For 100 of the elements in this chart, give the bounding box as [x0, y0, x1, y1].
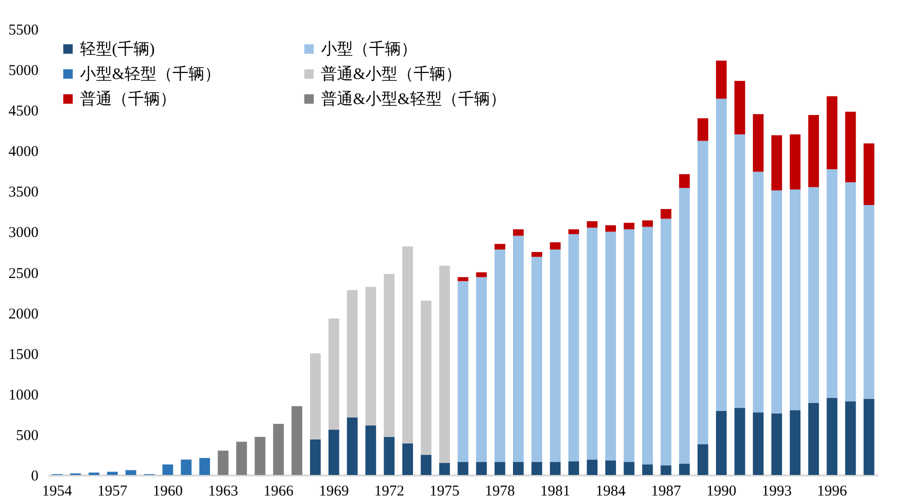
- y-tick-label: 1500: [8, 346, 38, 363]
- bar: [845, 401, 856, 475]
- bar: [752, 114, 764, 172]
- bar: [531, 256, 542, 462]
- bar: [513, 462, 524, 475]
- legend-label: 普通（千辆）: [80, 90, 176, 108]
- bar: [458, 281, 468, 462]
- bar: [679, 188, 690, 464]
- bar: [346, 290, 358, 418]
- bar: [826, 398, 838, 475]
- y-tick-label: 0: [31, 468, 38, 484]
- bar: [328, 318, 340, 430]
- bar: [624, 229, 634, 462]
- bar: [568, 461, 580, 475]
- x-tick-label: 1987: [650, 484, 682, 500]
- x-tick-label: 1984: [596, 484, 626, 500]
- x-tick-label: 1960: [152, 484, 183, 500]
- bar: [771, 413, 782, 475]
- bar: [605, 460, 616, 475]
- bar: [439, 266, 450, 463]
- bar: [790, 410, 800, 475]
- x-tick-label: 1996: [817, 484, 848, 500]
- bar: [328, 430, 340, 475]
- x-tick-label: 1966: [263, 484, 294, 500]
- bar: [698, 140, 708, 444]
- bar: [605, 232, 616, 460]
- y-tick-label: 3500: [8, 184, 38, 201]
- bar: [420, 300, 432, 455]
- bar: [771, 135, 782, 190]
- bar: [734, 80, 746, 134]
- bar: [402, 246, 413, 444]
- x-tick-label: 1990: [706, 484, 736, 500]
- bar: [365, 426, 376, 475]
- bar: [698, 444, 708, 475]
- bar: [162, 464, 174, 475]
- bar: [642, 226, 653, 464]
- bar: [642, 220, 653, 227]
- y-tick-label: 3000: [8, 225, 38, 242]
- y-tick-label: 2000: [8, 306, 38, 322]
- bar: [513, 236, 524, 462]
- bar: [180, 460, 192, 475]
- legend-label: 普通&小型&轻型（千辆）: [321, 90, 506, 108]
- bar: [716, 98, 727, 411]
- legend-label: 轻型(千辆): [80, 40, 155, 58]
- bar: [586, 221, 598, 228]
- x-tick-label: 1972: [374, 484, 404, 500]
- y-tick-label: 4500: [8, 104, 38, 120]
- bar: [494, 244, 506, 250]
- bar: [531, 252, 542, 257]
- bar: [531, 462, 542, 475]
- bar: [586, 460, 598, 475]
- bar: [310, 353, 321, 440]
- bar: [679, 464, 690, 475]
- bar: [494, 250, 506, 462]
- bar: [660, 209, 672, 219]
- bar: [384, 436, 395, 475]
- x-tick-label: 1963: [208, 484, 238, 500]
- x-tick-label: 1978: [484, 484, 515, 500]
- bar: [864, 143, 874, 205]
- bar: [402, 443, 413, 475]
- bar: [845, 112, 856, 182]
- bar: [310, 439, 321, 475]
- bar: [642, 464, 653, 475]
- bar: [384, 274, 395, 437]
- bar: [218, 450, 228, 475]
- bar: [864, 204, 874, 399]
- bar: [845, 182, 856, 402]
- bar: [826, 96, 838, 170]
- bar: [660, 218, 672, 466]
- bar: [624, 462, 634, 475]
- bar: [826, 169, 838, 398]
- bar: [346, 417, 358, 475]
- x-tick-label: 1969: [318, 484, 349, 500]
- y-tick-label: 4000: [8, 144, 38, 160]
- legend-label: 小型（千辆）: [321, 40, 417, 58]
- bar: [771, 190, 782, 414]
- x-tick-label: 1993: [762, 484, 792, 500]
- y-tick-label: 500: [16, 428, 38, 444]
- bar: [716, 410, 727, 475]
- x-tick-label: 1975: [430, 484, 460, 500]
- bar: [292, 406, 302, 475]
- bar: [605, 225, 616, 232]
- bar: [550, 462, 561, 475]
- bar: [864, 398, 874, 475]
- bar: [458, 277, 468, 282]
- x-tick-label: 1954: [42, 484, 73, 500]
- y-tick-label: 2500: [8, 266, 38, 282]
- bar: [790, 190, 800, 410]
- bar: [273, 424, 284, 475]
- bar: [513, 229, 524, 236]
- bar: [734, 134, 746, 408]
- bar: [458, 462, 468, 475]
- y-tick-label: 5500: [8, 22, 38, 38]
- bar: [716, 60, 727, 99]
- x-tick-label: 1957: [97, 484, 128, 500]
- bar: [476, 277, 487, 462]
- bar: [586, 228, 598, 460]
- x-tick-label: 1981: [540, 484, 570, 500]
- bar: [808, 187, 819, 403]
- bar: [752, 172, 764, 413]
